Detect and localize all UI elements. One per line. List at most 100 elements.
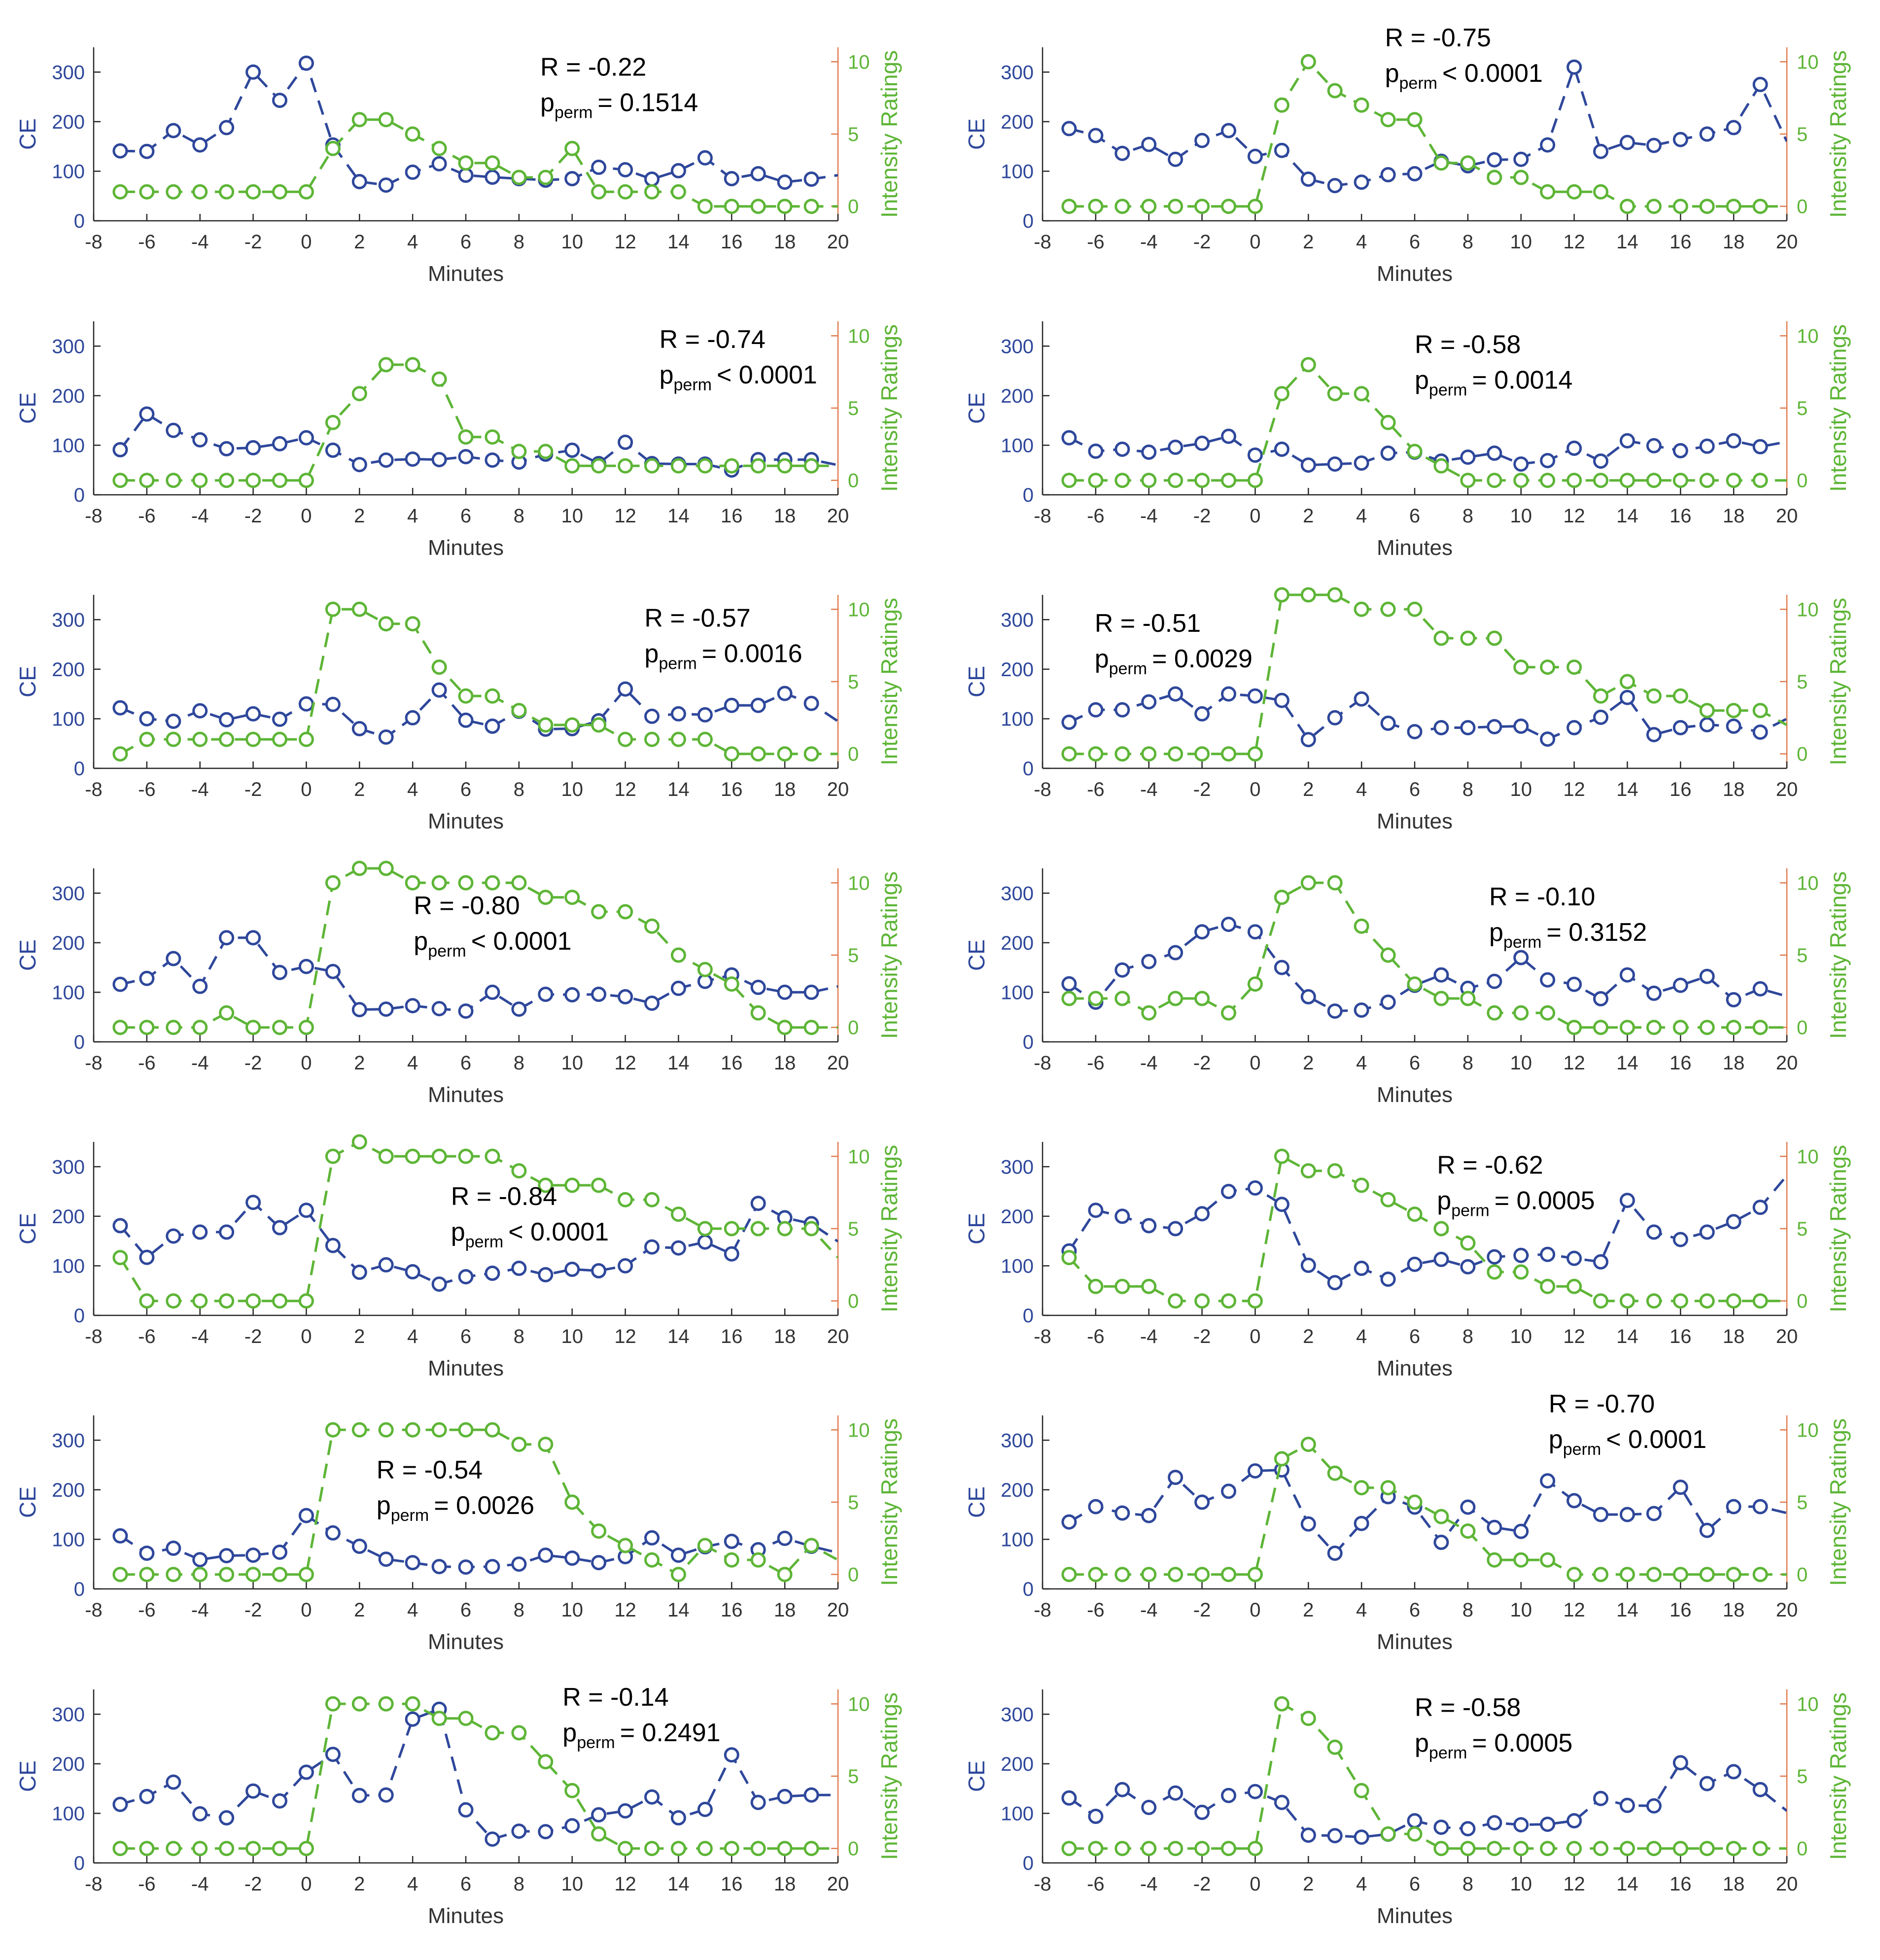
- intensity-marker: [405, 616, 420, 632]
- intensity-marker: [591, 1523, 607, 1539]
- ce-marker: [219, 712, 235, 727]
- p-annotation: pperm < 0.0001: [1385, 59, 1543, 93]
- intensity-marker: [1460, 1523, 1476, 1539]
- ce-marker: [750, 1196, 766, 1211]
- y-left-tick-label: 200: [1001, 1479, 1034, 1501]
- y-right-tick-label: 10: [848, 1419, 870, 1441]
- ce-marker: [378, 1787, 394, 1803]
- y-right-tick-label: 10: [848, 599, 870, 620]
- x-tick-label: 12: [1563, 231, 1585, 253]
- intensity-marker: [1646, 1841, 1662, 1857]
- x-tick-label: 14: [667, 1873, 690, 1895]
- ce-marker: [1194, 1206, 1210, 1222]
- y-left-tick-label: 300: [1001, 1704, 1034, 1725]
- x-tick-label: -2: [1193, 1873, 1211, 1895]
- intensity-marker: [1726, 703, 1741, 719]
- y-left-tick-label: 200: [52, 385, 85, 407]
- intensity-marker: [1593, 1020, 1608, 1035]
- x-tick-label: 0: [301, 231, 312, 253]
- ce-marker: [1433, 720, 1449, 735]
- x-tick-label: 6: [460, 1599, 471, 1621]
- ce-marker: [1593, 143, 1608, 159]
- intensity-marker: [272, 473, 287, 488]
- intensity-marker: [431, 1148, 447, 1164]
- x-tick-label: 4: [1356, 779, 1367, 800]
- ce-marker: [1726, 1764, 1741, 1780]
- y-right-axis-title: Intensity Ratings: [1825, 1692, 1851, 1860]
- x-axis-title: Minutes: [428, 1630, 504, 1654]
- intensity-marker: [670, 947, 686, 963]
- y-left-tick-label: 200: [52, 659, 85, 681]
- intensity-series: [1061, 54, 1787, 214]
- ce-marker: [325, 1747, 341, 1762]
- ce-marker: [1168, 1221, 1184, 1237]
- ce-marker: [1567, 1493, 1582, 1509]
- ce-marker: [1460, 1499, 1476, 1515]
- ce-marker: [538, 987, 554, 1002]
- ce-marker: [378, 452, 394, 468]
- y-right-tick-label: 0: [848, 196, 859, 218]
- x-tick-label: -6: [1087, 1326, 1105, 1347]
- intensity-marker: [1061, 991, 1077, 1006]
- x-axis-title: Minutes: [428, 809, 504, 833]
- intensity-marker: [777, 199, 793, 214]
- ce-marker: [351, 1265, 367, 1280]
- intensity-marker: [1513, 659, 1529, 675]
- ce-marker: [1114, 145, 1130, 161]
- ce-marker: [1141, 694, 1157, 710]
- intensity-marker: [1752, 1567, 1768, 1582]
- intensity-marker: [405, 1696, 420, 1712]
- intensity-marker: [1672, 1020, 1688, 1035]
- intensity-marker: [803, 1538, 819, 1553]
- ce-marker: [219, 1810, 235, 1825]
- ce-marker: [166, 123, 181, 138]
- x-tick-label: 20: [827, 1599, 849, 1621]
- intensity-marker: [564, 717, 580, 733]
- x-tick-label: 4: [407, 1052, 418, 1074]
- ce-marker: [618, 162, 633, 177]
- y-left-tick-label: 100: [52, 161, 85, 182]
- ce-marker: [112, 700, 128, 716]
- ce-marker: [724, 1534, 739, 1549]
- intensity-marker: [1061, 1841, 1077, 1857]
- y-left-tick-label: 100: [1001, 1803, 1034, 1824]
- ce-line: [1068, 1761, 1787, 1839]
- ce-marker: [511, 1261, 527, 1276]
- intensity-marker: [1221, 473, 1236, 488]
- ce-marker: [1354, 1002, 1369, 1018]
- intensity-marker: [1221, 1567, 1236, 1582]
- x-tick-label: -6: [138, 1599, 156, 1621]
- ce-marker: [1194, 133, 1210, 148]
- x-tick-label: 16: [721, 1599, 743, 1621]
- intensity-marker: [644, 1192, 660, 1207]
- ce-line: [119, 687, 838, 739]
- intensity-marker: [1194, 199, 1210, 214]
- r-annotation: R = -0.84: [451, 1182, 557, 1211]
- y-left-tick-label: 0: [74, 1305, 85, 1327]
- ce-marker: [1407, 1813, 1423, 1828]
- ce-marker: [1433, 967, 1449, 983]
- intensity-marker: [1300, 1711, 1316, 1726]
- ce-marker: [1540, 972, 1556, 988]
- intensity-marker: [538, 1177, 554, 1193]
- y-left-tick-label: 200: [1001, 1206, 1034, 1228]
- intensity-marker: [1699, 473, 1715, 488]
- x-tick-label: 10: [561, 1873, 583, 1895]
- intensity-marker: [1672, 199, 1688, 214]
- x-tick-label: 20: [1776, 779, 1798, 800]
- ce-marker: [1752, 76, 1768, 92]
- intensity-marker: [1540, 1841, 1556, 1857]
- ce-marker: [1619, 1797, 1635, 1813]
- ce-marker: [1699, 968, 1715, 984]
- ce-marker: [777, 1788, 793, 1804]
- intensity-marker: [1567, 1567, 1582, 1582]
- x-tick-label: 8: [1462, 1873, 1473, 1895]
- intensity-marker: [538, 1437, 554, 1452]
- intensity-marker: [405, 357, 420, 373]
- x-tick-label: -6: [138, 505, 156, 527]
- chart-panel-3: -8 -6 -4 -2 0 2 4 6 8 10 12 14 16 18 20Minutes01002003…: [15, 321, 902, 560]
- y-left-tick-label: 300: [52, 1156, 85, 1178]
- ce-marker: [139, 1788, 155, 1804]
- intensity-marker: [1619, 1293, 1635, 1309]
- y-left-tick-label: 200: [1001, 659, 1034, 681]
